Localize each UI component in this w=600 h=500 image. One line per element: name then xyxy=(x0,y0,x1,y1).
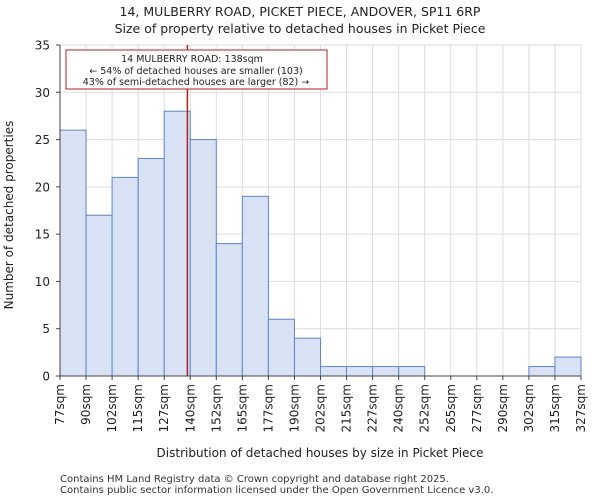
bar xyxy=(372,366,400,377)
annotation-line: ← 54% of detached houses are smaller (10… xyxy=(89,66,302,77)
bar xyxy=(189,139,217,377)
x-tick-label: 165sqm xyxy=(235,384,249,432)
property-marker: 14 MULBERRY ROAD: 138sqm← 54% of detache… xyxy=(65,45,328,376)
x-ticks: 77sqm 90sqm 102sqm 115sqm 127sqm 140sqm 152sqm… xyxy=(53,376,588,432)
x-tick-label: 152sqm xyxy=(209,384,223,432)
bar xyxy=(346,366,374,377)
y-tick-label: 25 xyxy=(35,133,50,147)
y-tick-label: 20 xyxy=(35,180,50,194)
x-tick-label: 190sqm xyxy=(287,384,301,432)
x-tick-label: 252sqm xyxy=(418,384,432,432)
x-tick-label: 240sqm xyxy=(392,384,406,432)
bars xyxy=(59,110,582,377)
x-tick-label: 77sqm xyxy=(53,384,67,425)
x-tick-label: 265sqm xyxy=(444,384,458,432)
bar xyxy=(111,176,139,377)
bar xyxy=(528,366,556,377)
footer-line1: Contains HM Land Registry data © Crown c… xyxy=(60,474,449,485)
bar xyxy=(320,366,348,377)
x-tick-label: 127sqm xyxy=(157,384,171,432)
x-tick-label: 115sqm xyxy=(131,384,145,432)
chart-title-line1: 14, MULBERRY ROAD, PICKET PIECE, ANDOVER… xyxy=(119,4,481,19)
x-tick-label: 215sqm xyxy=(340,384,354,432)
chart-title-line2: Size of property relative to detached ho… xyxy=(114,21,486,36)
annotation-line: 43% of semi-detached houses are larger (… xyxy=(83,77,310,88)
x-tick-label: 140sqm xyxy=(183,384,197,432)
y-tick-label: 0 xyxy=(42,370,50,384)
y-tick-label: 10 xyxy=(35,275,50,289)
x-tick-label: 227sqm xyxy=(366,384,380,432)
x-tick-label: 90sqm xyxy=(79,384,93,425)
x-tick-label: 202sqm xyxy=(314,384,328,432)
bar xyxy=(267,318,295,377)
x-tick-label: 327sqm xyxy=(574,384,588,432)
annotation-box xyxy=(65,49,328,90)
bar xyxy=(554,356,582,377)
x-tick-label: 302sqm xyxy=(522,384,536,432)
bar xyxy=(85,214,113,377)
x-tick-label: 290sqm xyxy=(496,384,510,432)
footer-line2: Contains public sector information licen… xyxy=(60,485,494,496)
bar xyxy=(241,195,269,377)
annotation-line: 14 MULBERRY ROAD: 138sqm xyxy=(121,54,263,65)
y-ticks: 0 5 10 15 20 25 30 35 xyxy=(35,39,60,384)
bar xyxy=(163,110,191,377)
x-tick-label: 102sqm xyxy=(105,384,119,432)
bar xyxy=(59,129,87,377)
x-tick-label: 315sqm xyxy=(548,384,562,432)
y-tick-label: 35 xyxy=(35,39,50,53)
x-tick-label: 277sqm xyxy=(470,384,484,432)
y-axis-label: Number of detached properties xyxy=(2,121,16,310)
x-tick-label: 177sqm xyxy=(261,384,275,432)
bar xyxy=(293,337,322,377)
y-tick-label: 30 xyxy=(35,86,50,100)
bar xyxy=(398,366,426,377)
y-tick-label: 15 xyxy=(35,228,50,242)
bar xyxy=(215,243,243,377)
bar xyxy=(137,157,165,377)
x-axis-label: Distribution of detached houses by size … xyxy=(157,446,484,460)
y-tick-label: 5 xyxy=(42,322,50,336)
